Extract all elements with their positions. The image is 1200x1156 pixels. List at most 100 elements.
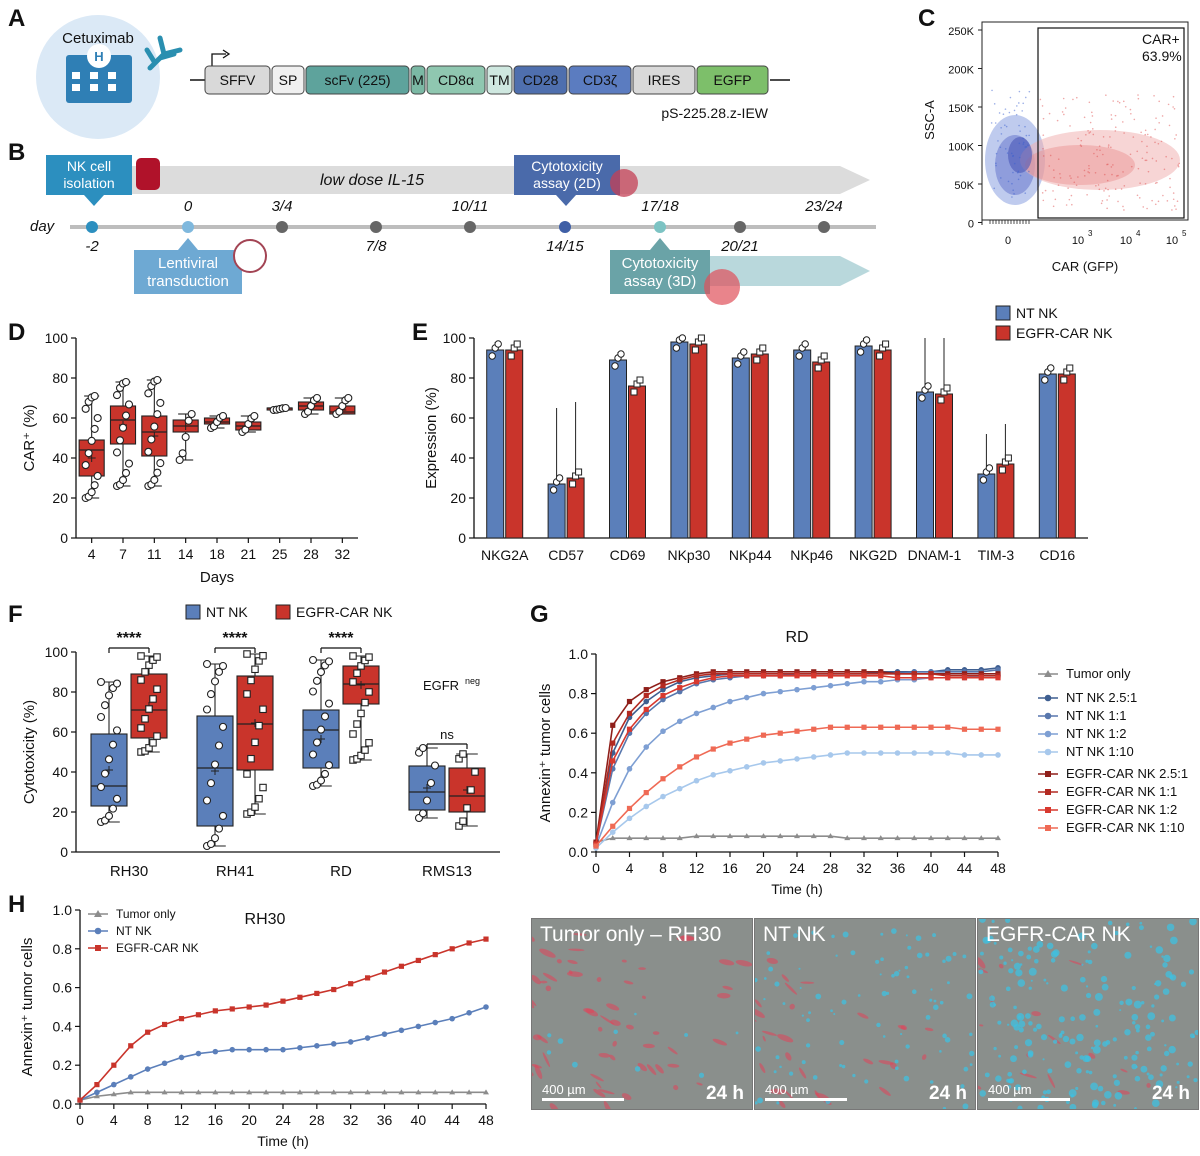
annexin-cell <box>995 1075 1001 1081</box>
event-dot <box>1117 175 1119 177</box>
event-dot <box>1096 149 1098 151</box>
legend-label: EGFR-CAR NK <box>296 604 393 620</box>
annexin-cell <box>1007 1024 1009 1026</box>
data-point <box>1042 377 1048 383</box>
tumor-cell <box>979 1024 984 1027</box>
data-point <box>252 804 258 810</box>
event-dot <box>1012 155 1014 157</box>
data-point <box>212 761 219 768</box>
annexin-cell <box>1104 1091 1112 1099</box>
event-dot <box>1145 183 1147 185</box>
data-point <box>98 679 105 686</box>
data-point <box>489 353 495 359</box>
series-point <box>593 843 598 848</box>
annexin-cell <box>979 1090 986 1097</box>
data-point <box>570 481 576 487</box>
annexin-cell <box>1094 1039 1101 1046</box>
annexin-cell <box>613 1030 618 1035</box>
chartG-xtick-label: 4 <box>626 860 634 876</box>
event-dot <box>1027 144 1029 146</box>
event-dot <box>1022 137 1024 139</box>
annexin-cell <box>736 1032 739 1035</box>
series-point <box>945 725 950 730</box>
annexin-cell <box>843 932 849 938</box>
annexin-cell <box>852 1074 855 1077</box>
data-point <box>883 341 889 347</box>
event-dot <box>1150 136 1152 138</box>
annexin-cell <box>755 978 758 982</box>
annexin-cell <box>1011 959 1013 961</box>
data-point <box>145 448 152 455</box>
annexin-cell <box>776 1055 780 1059</box>
annexin-cell <box>880 933 883 936</box>
annexin-cell <box>946 956 952 962</box>
annexin-cell <box>934 1000 937 1003</box>
annexin-cell <box>1028 1021 1032 1025</box>
series-point <box>878 679 884 685</box>
chartD-xtick-label: 11 <box>147 546 162 562</box>
annexin-cell <box>1114 1080 1120 1086</box>
data-point <box>754 357 760 363</box>
annexin-cell <box>1106 1040 1111 1045</box>
callout-pointer <box>84 195 104 206</box>
chartD-ytick-label: 80 <box>52 370 68 386</box>
event-dot <box>1169 125 1171 127</box>
event-dot <box>1174 108 1176 110</box>
annexin-cell <box>1141 1066 1148 1073</box>
event-dot <box>1165 156 1167 158</box>
chartH-xtick-label: 0 <box>76 1112 84 1128</box>
event-dot <box>1146 146 1148 148</box>
series-point <box>644 687 649 692</box>
annexin-cell <box>925 953 929 957</box>
series-point <box>677 677 682 682</box>
event-dot <box>1084 117 1086 119</box>
legend-label: EGFR-CAR NK <box>1016 325 1113 341</box>
data-point <box>148 436 155 443</box>
chartE-xtick-label: NKp30 <box>667 547 710 563</box>
data-point <box>1067 365 1073 371</box>
data-point <box>106 756 113 763</box>
tumor-cell <box>766 957 778 965</box>
event-dot <box>1171 209 1173 211</box>
micrograph-label: EGFR-CAR NK <box>986 923 1131 947</box>
chartD-xtick-label: 7 <box>119 546 127 562</box>
data-point <box>612 363 618 369</box>
legend-marker <box>1045 713 1052 720</box>
event-dot <box>1005 148 1007 150</box>
event-dot <box>1107 189 1109 191</box>
series-point <box>828 683 834 689</box>
legend-label: NT NK <box>206 604 248 620</box>
series-point <box>811 727 816 732</box>
series-point <box>711 675 716 680</box>
series-point <box>643 804 649 810</box>
tumor-cell <box>548 1102 560 1109</box>
legend-label: NT NK <box>1016 305 1058 321</box>
event-dot <box>1155 182 1157 184</box>
event-dot <box>1011 196 1013 198</box>
chartF-ytick-label: 0 <box>60 844 68 860</box>
event-dot <box>1107 180 1109 182</box>
annexin-cell <box>1089 1071 1093 1075</box>
series-point <box>677 786 683 792</box>
tumor-cell <box>798 1067 807 1080</box>
data-point <box>760 345 766 351</box>
il15-arrow <box>130 166 870 194</box>
annexin-cell <box>1095 993 1103 1001</box>
annexin-cell <box>930 988 932 990</box>
data-point <box>91 393 98 400</box>
chartE-marks <box>487 335 1076 538</box>
event-dot <box>1021 110 1023 112</box>
series-point <box>694 673 699 678</box>
micrograph-label: Tumor only – RH30 <box>540 923 721 947</box>
data-point <box>1048 365 1054 371</box>
data-point <box>123 469 130 476</box>
data-point <box>185 417 192 424</box>
data-point <box>212 678 219 685</box>
annexin-cell <box>1088 950 1091 953</box>
event-dot <box>1123 209 1125 211</box>
timepoint-label: 3/4 <box>272 198 293 215</box>
scale-bar-label: 400 µm <box>542 1082 586 1097</box>
series-point <box>247 1004 252 1009</box>
tumor-cell <box>1146 1083 1150 1088</box>
series-point <box>979 675 984 680</box>
